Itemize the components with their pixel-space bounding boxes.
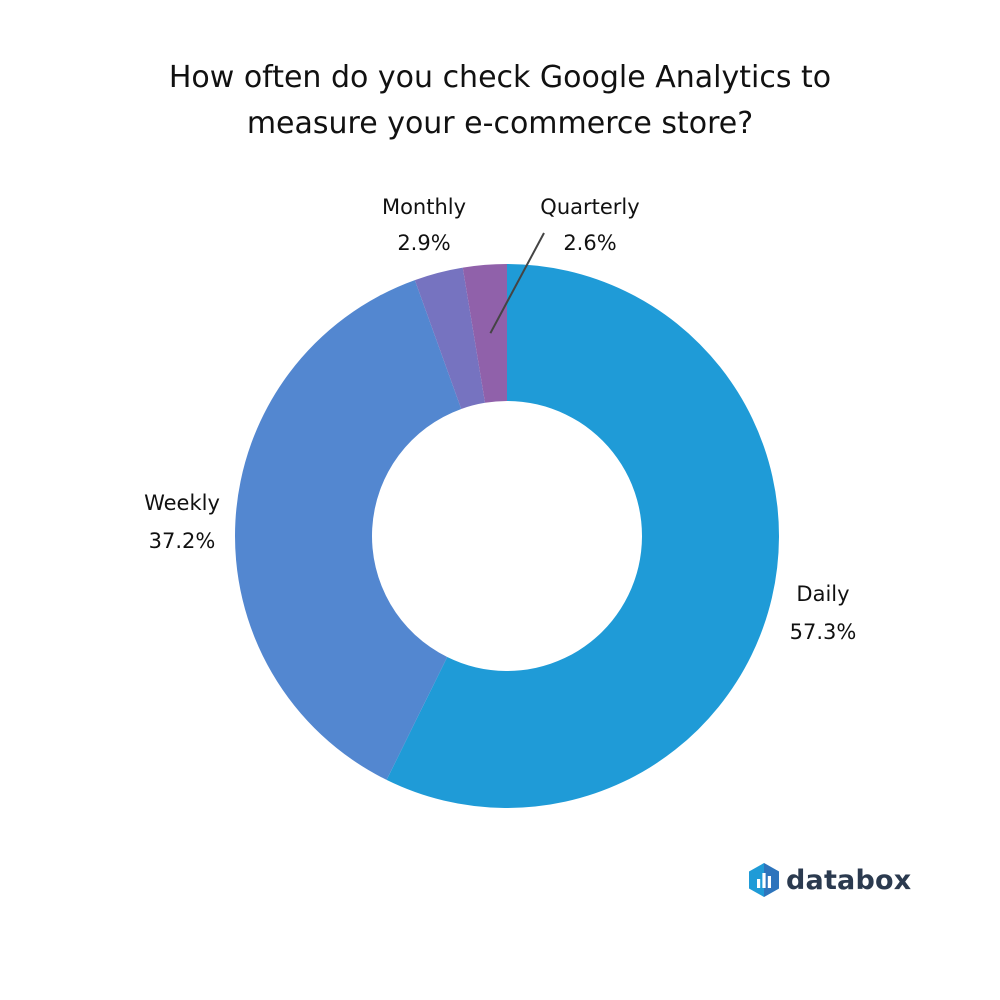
databox-logo-icon [749,863,779,897]
donut-slice-quarterly [462,264,507,403]
slice-value-monthly: 2.9% [397,231,450,255]
chart-title: How often do you check Google Analytics … [100,55,900,147]
chart-title-line-1: How often do you check Google Analytics … [168,60,832,95]
slice-label-daily: Daily [796,582,849,606]
slice-label-quarterly: Quarterly [540,195,639,219]
slice-label-monthly: Monthly [382,195,466,219]
slice-value-quarterly: 2.6% [563,231,616,255]
databox-logo: databox [748,862,911,898]
chart-title-line-2: measure your e-commerce store? [246,106,754,141]
donut-slice-weekly [235,280,462,780]
donut-slice-monthly [414,267,486,409]
leader-line-quarterly [489,232,545,334]
slice-label-weekly: Weekly [144,491,220,515]
databox-logo-text: databox [786,864,912,896]
slice-value-weekly: 37.2% [149,529,216,553]
donut-slice-daily [386,264,779,808]
slice-value-daily: 57.3% [790,620,857,644]
